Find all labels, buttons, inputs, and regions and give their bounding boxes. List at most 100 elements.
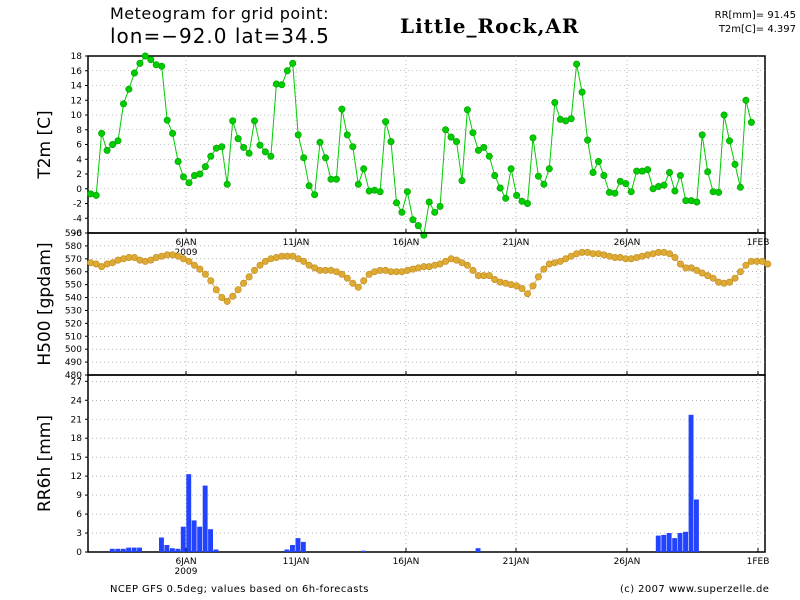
precip-total-readout: RR[mm]= 91.45 xyxy=(714,10,796,21)
y-tick-label: 580 xyxy=(65,242,82,252)
t2m-point xyxy=(540,180,548,188)
x-tick-label: 1FEB xyxy=(747,238,770,248)
t2m-point xyxy=(349,143,357,151)
t2m-point xyxy=(294,131,302,139)
t2m-point xyxy=(103,146,111,154)
rr-bar xyxy=(115,548,121,552)
h500-line xyxy=(90,251,768,303)
t2m-point xyxy=(747,118,755,126)
t2m-point xyxy=(409,216,417,224)
rr-bar xyxy=(361,550,366,552)
rr-bar xyxy=(197,526,203,552)
t2m-point xyxy=(715,188,723,196)
y-tick-label: 3 xyxy=(76,529,82,539)
h500-point xyxy=(234,286,242,294)
t2m-point xyxy=(311,191,319,199)
t2m-point xyxy=(660,181,668,189)
t2m-point xyxy=(109,141,117,149)
t2m-point xyxy=(229,117,237,125)
y-tick-label: 530 xyxy=(65,306,82,316)
t2m-point xyxy=(158,62,166,70)
meteogram-title: Meteogram for grid point: xyxy=(110,4,329,23)
t2m-point xyxy=(589,169,597,177)
t2m-point xyxy=(278,81,286,89)
rr-bar xyxy=(126,547,132,552)
x-tick-label: 1FEB xyxy=(747,557,770,567)
t2m-point xyxy=(463,106,471,114)
panel-1 xyxy=(85,52,766,239)
t2m-point xyxy=(431,208,439,216)
h500-point xyxy=(354,283,362,291)
x-tick-label: 16JAN xyxy=(393,557,420,567)
y-tick-label: 16 xyxy=(71,67,83,77)
rr-bar xyxy=(180,526,186,552)
t2m-point xyxy=(742,96,750,104)
y-axis-label: RR6h [mm] xyxy=(35,415,55,512)
t2m-point xyxy=(704,168,712,176)
t2m-point xyxy=(201,163,209,171)
panel-frame xyxy=(87,55,766,234)
y-tick-label: 550 xyxy=(65,281,82,291)
h500-point xyxy=(229,292,237,300)
t2m-point xyxy=(338,105,346,113)
rr-bar xyxy=(661,534,667,552)
rr-bar xyxy=(475,548,481,552)
y-tick-label: 15 xyxy=(71,453,82,463)
h500-point xyxy=(463,261,471,269)
t2m-point xyxy=(442,126,450,134)
rr-bar xyxy=(159,537,164,552)
t2m-point xyxy=(403,188,411,196)
y-tick-label: 0 xyxy=(76,185,82,195)
t2m-point xyxy=(578,88,586,96)
rr-bar xyxy=(300,541,306,552)
y-tick-label: 480 xyxy=(65,371,82,381)
h500-point xyxy=(485,272,493,280)
t2m-point xyxy=(485,152,493,160)
x-tick-year-label: 2009 xyxy=(175,567,198,577)
x-tick-label: 26JAN xyxy=(614,557,641,567)
y-tick-label: 2 xyxy=(76,170,82,180)
t2m-point xyxy=(600,172,608,180)
rr-bar xyxy=(120,548,126,552)
h500-point xyxy=(300,257,308,265)
h500-point xyxy=(534,273,542,281)
h500-point xyxy=(245,273,253,281)
rr-bar xyxy=(666,533,672,552)
x-tick-label: 26JAN xyxy=(614,238,641,248)
t2m-point xyxy=(529,134,537,142)
h500-point xyxy=(338,270,346,278)
t2m-point xyxy=(300,154,308,162)
t2m-point xyxy=(725,137,733,145)
t2m-point xyxy=(736,183,744,191)
t2m-point xyxy=(731,160,739,168)
t2m-point xyxy=(513,191,521,199)
t2m-point xyxy=(125,85,133,93)
rr-bar xyxy=(213,549,219,552)
y-tick-label: 9 xyxy=(76,491,82,501)
h500-point xyxy=(196,265,204,273)
t2m-point xyxy=(114,137,122,145)
t2m-point xyxy=(185,179,193,187)
y-tick-label: 500 xyxy=(65,345,82,355)
rr-bar xyxy=(683,531,688,552)
rr-bar xyxy=(284,549,290,552)
x-tick-label: 21JAN xyxy=(503,557,530,567)
y-tick-label: 12 xyxy=(71,472,82,482)
t2m-point xyxy=(594,158,602,166)
t2m-line xyxy=(90,55,752,237)
y-axis-label: H500 [gpdam] xyxy=(35,242,55,365)
t2m-point xyxy=(584,136,592,144)
copyright-note: (c) 2007 www.superzelle.de xyxy=(620,584,770,595)
t2m-point xyxy=(644,166,652,174)
rr-bar xyxy=(688,414,694,552)
t2m-point xyxy=(436,202,444,210)
panel-3 xyxy=(85,374,766,553)
h500-point xyxy=(736,268,744,276)
y-tick-label: 24 xyxy=(71,396,83,406)
rr-bar xyxy=(694,499,699,552)
temperature-readout: T2m[C]= 4.397 xyxy=(718,24,796,35)
t2m-point xyxy=(693,198,701,206)
h500-point xyxy=(709,274,717,282)
t2m-point xyxy=(447,133,455,141)
t2m-point xyxy=(251,117,259,125)
